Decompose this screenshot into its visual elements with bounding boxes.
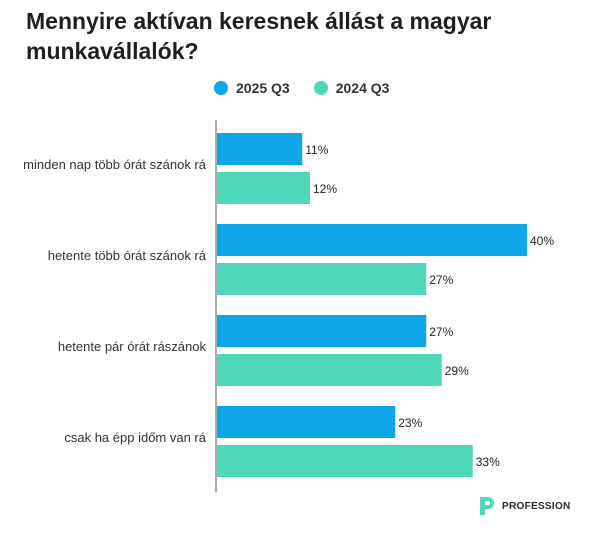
bar-2025-q3 bbox=[217, 224, 527, 256]
category-label: hetente több órát szánok rá bbox=[48, 248, 207, 263]
legend: 2025 Q3 2024 Q3 bbox=[214, 80, 389, 96]
bar-2025-q3 bbox=[217, 315, 427, 347]
legend-label-2024: 2024 Q3 bbox=[335, 80, 390, 96]
legend-item-2025: 2025 Q3 bbox=[214, 80, 290, 96]
category-label: minden nap több órát szánok rá bbox=[23, 157, 207, 172]
profession-logo-icon bbox=[480, 497, 494, 515]
bar-value-label: 23% bbox=[398, 416, 422, 430]
bar-value-label: 29% bbox=[445, 364, 469, 378]
profession-logo: PROFESSION bbox=[478, 495, 571, 517]
bar-value-label: 40% bbox=[530, 234, 554, 248]
bar-2025-q3 bbox=[217, 133, 303, 165]
bar-2024-q3 bbox=[217, 354, 442, 386]
legend-dot-2024 bbox=[313, 81, 328, 95]
bar-2024-q3 bbox=[217, 445, 473, 477]
profession-logo-text: PROFESSION bbox=[502, 500, 571, 512]
bar-2024-q3 bbox=[217, 263, 427, 295]
legend-label-2025: 2025 Q3 bbox=[236, 80, 290, 96]
category-label: hetente pár órát rászánok bbox=[58, 339, 207, 354]
bar-value-label: 27% bbox=[429, 273, 453, 287]
bar-2024-q3 bbox=[217, 172, 310, 204]
bar-value-label: 33% bbox=[476, 455, 500, 469]
legend-dot-2025 bbox=[214, 81, 228, 95]
bar-value-label: 11% bbox=[305, 143, 328, 157]
bar-value-label: 27% bbox=[429, 325, 453, 339]
bar-value-label: 12% bbox=[313, 182, 337, 196]
legend-item-2024: 2024 Q3 bbox=[313, 80, 390, 96]
bar-2025-q3 bbox=[217, 406, 396, 438]
category-label: csak ha épp időm van rá bbox=[64, 430, 206, 445]
chart-title: Mennyire aktívan keresnek állást a magya… bbox=[26, 8, 492, 64]
